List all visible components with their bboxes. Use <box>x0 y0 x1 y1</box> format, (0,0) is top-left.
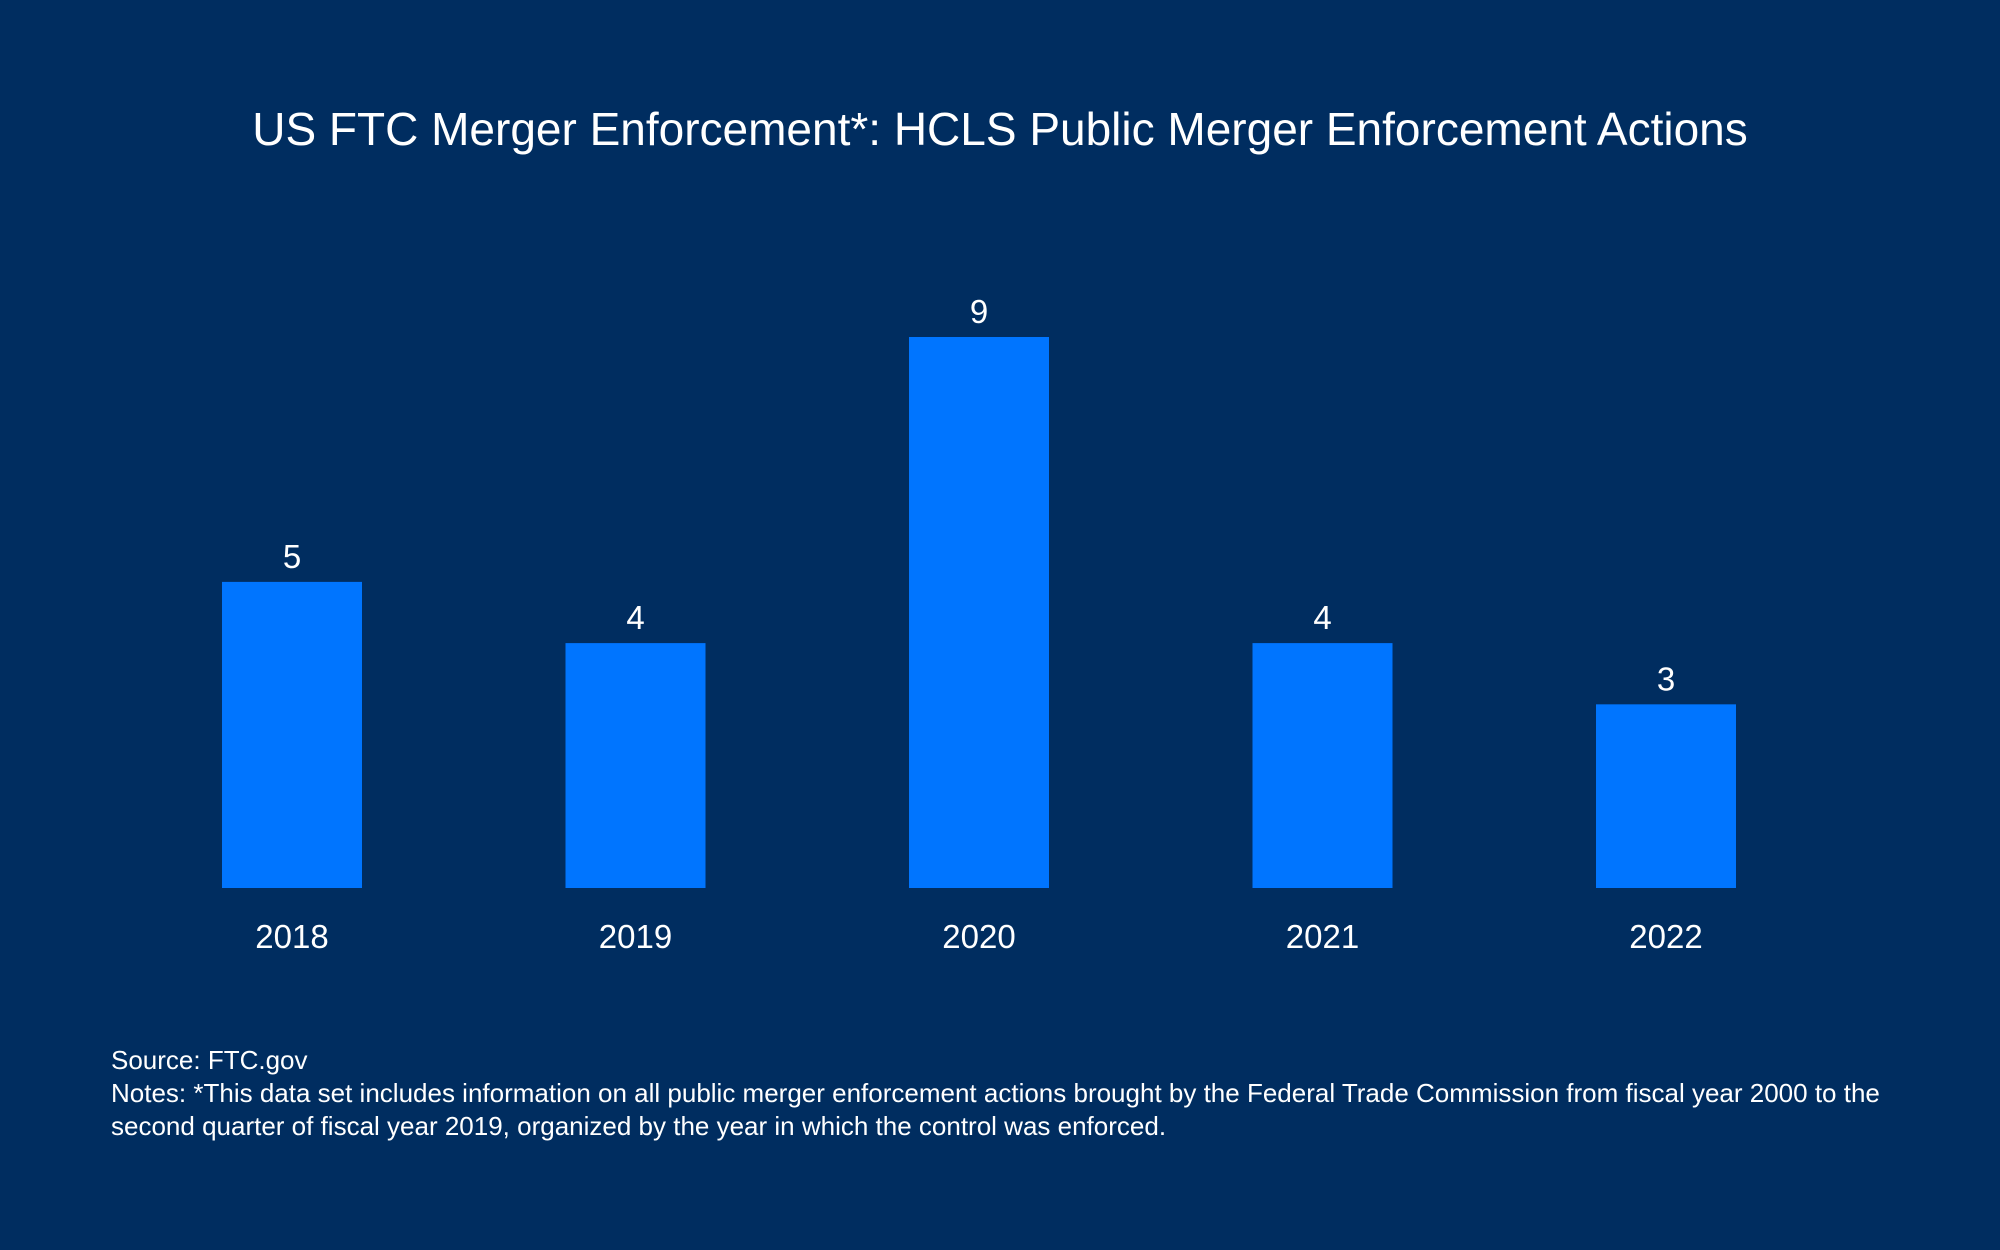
data-label-2020: 9 <box>970 293 988 330</box>
x-tick-label-2020: 2020 <box>942 918 1015 955</box>
x-tick-label-2019: 2019 <box>599 918 672 955</box>
chart-title: US FTC Merger Enforcement*: HCLS Public … <box>252 103 1748 155</box>
bar-2019 <box>565 643 706 888</box>
bar-2021 <box>1252 643 1393 888</box>
bar-2022 <box>1596 704 1736 888</box>
source-note: Source: FTC.gov <box>111 1045 308 1075</box>
data-label-2022: 3 <box>1657 660 1675 697</box>
bar-2018 <box>222 581 362 888</box>
x-tick-label-2022: 2022 <box>1629 918 1702 955</box>
bar-2020 <box>909 337 1049 888</box>
data-label-2019: 4 <box>626 599 644 636</box>
x-tick-label-2018: 2018 <box>255 918 328 955</box>
chart-footer: Source: FTC.gov Notes: *This data set in… <box>111 1044 1901 1143</box>
data-label-2018: 5 <box>283 538 301 575</box>
data-label-2021: 4 <box>1313 599 1331 636</box>
x-tick-label-2021: 2021 <box>1286 918 1359 955</box>
notes-text: Notes: *This data set includes informati… <box>111 1078 1880 1141</box>
